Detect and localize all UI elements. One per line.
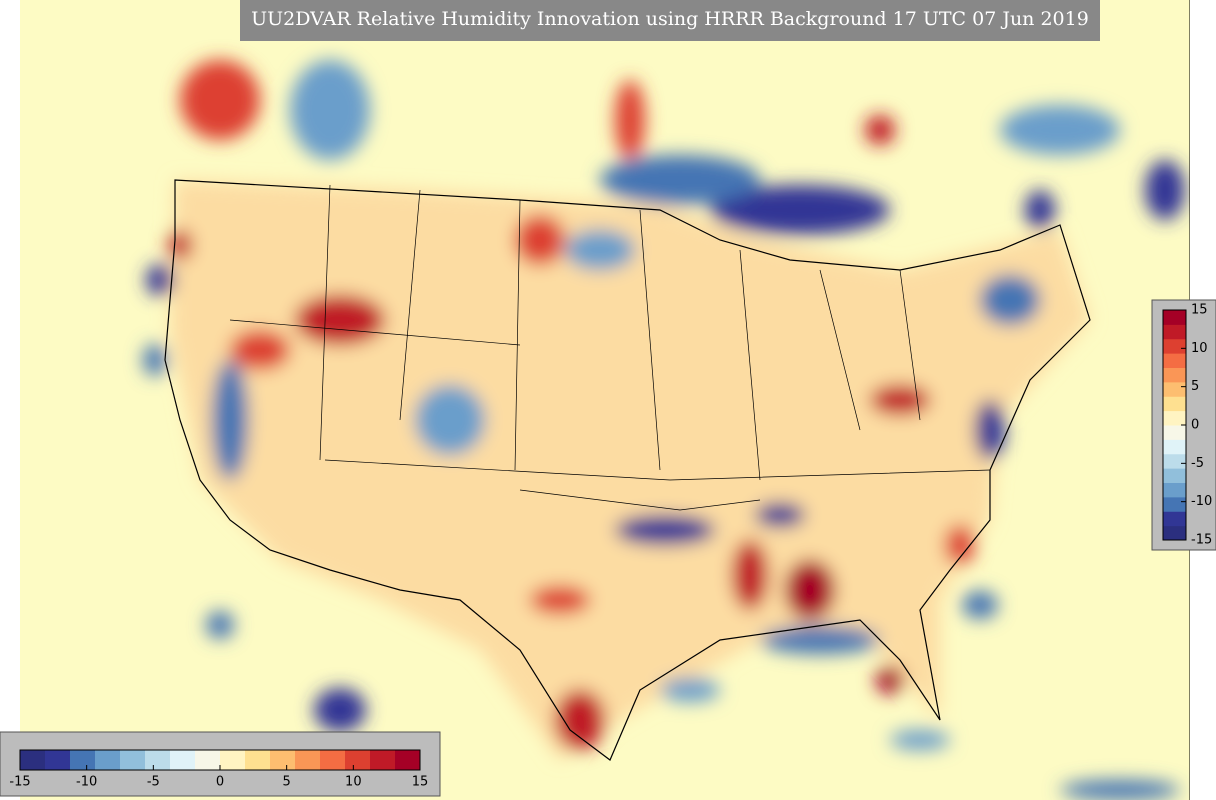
colorbar-tick-label: 15 [412,775,429,790]
colorbar-swatch [270,750,296,770]
humidity-blob [755,503,805,527]
humidity-blob [180,60,260,140]
colorbar-swatch [195,750,221,770]
humidity-blob [1060,780,1180,800]
humidity-blob [785,560,835,620]
colorbar-swatch [1163,439,1186,455]
colorbar-swatch [295,750,321,770]
humidity-blob [660,678,720,702]
colorbar-swatch [1163,381,1186,397]
colorbar-swatch [1163,310,1186,325]
humidity-blob [295,295,385,345]
map [20,0,1190,800]
humidity-blob [555,690,605,750]
humidity-blob [146,264,174,296]
colorbar-swatch [245,750,271,770]
colorbar-tick-label: 0 [216,775,224,790]
colorbar-swatch [170,750,196,770]
colorbar-swatch [1163,511,1186,527]
humidity-blob [530,586,590,614]
colorbar-tick-label: 15 [1191,303,1208,318]
colorbar-swatch [70,750,96,770]
colorbar-swatch [1163,468,1186,483]
humidity-blob [870,385,930,415]
humidity-blob [143,344,167,376]
colorbar-swatch [1163,482,1186,498]
colorbar-swatch [370,750,396,770]
colorbar-swatch [220,750,246,770]
colorbar-swatch [395,750,421,770]
colorbar-tick-label: -15 [1191,533,1212,548]
humidity-blob [1000,105,1120,155]
humidity-blob [890,730,950,750]
colorbar-swatch [1163,338,1186,354]
humidity-blob [732,540,768,610]
humidity-blob [1145,160,1185,220]
humidity-blob [945,525,975,565]
colorbar-swatch [1163,353,1186,368]
colorbar-swatch [1163,525,1186,541]
humidity-blob [515,215,565,265]
humidity-blob [290,60,370,160]
coastline [164,179,1091,761]
humidity-blob [760,626,880,654]
colorbar-swatch [45,750,71,770]
land-field [170,180,1090,760]
humidity-blob [980,275,1040,325]
humidity-blob [206,611,234,639]
colorbar-swatch [1163,425,1186,440]
colorbar-swatch [1163,453,1186,469]
state-borders [229,184,991,511]
humidity-blob [962,591,998,619]
colorbar-tick-label: 0 [1191,418,1199,433]
humidity-blob [876,666,904,694]
colorbar-swatch [320,750,346,770]
humidity-blob [600,155,760,205]
colorbar-swatch [345,750,371,770]
humidity-blob [415,385,485,455]
right-colorbar: -15 -10 -5 0 5 10 15 [1162,303,1212,548]
colorbar-swatch [1163,324,1186,340]
colorbar-swatch [1163,367,1186,383]
map-title: UU2DVAR Relative Humidity Innovation usi… [251,8,1089,30]
colorbar-tick-label: -10 [1191,494,1212,509]
colorbar-tick-label: -5 [1191,456,1204,471]
colorbar-tick-label: -15 [9,775,30,790]
humidity-blob [615,80,645,160]
title-box [240,0,1100,41]
humidity-field [143,60,1185,800]
colorbar-tick-label: 10 [1191,341,1208,356]
colorbar-swatch [1163,496,1186,512]
colorbar-tick-label: 10 [345,775,362,790]
humidity-blob [565,230,635,270]
colorbar-swatch [120,750,146,770]
colorbar-tick-label: -10 [76,775,97,790]
humidity-blob [975,400,1005,460]
humidity-blob [865,115,895,145]
colorbar-tick-label: 5 [1191,379,1199,394]
colorbar-swatch [95,750,121,770]
colorbar-swatch [145,750,171,770]
humidity-blob [1025,190,1055,230]
colorbar-tick-label: 5 [283,775,291,790]
humidity-blob [615,515,715,545]
humidity-blob [710,185,890,235]
colorbar-swatch [1163,410,1186,426]
colorbar-swatch [20,750,46,770]
colorbar-swatch [1163,396,1186,412]
colorbar-tick-label: -5 [147,775,160,790]
humidity-blob [168,230,192,260]
humidity-blob [314,688,366,732]
humidity-blob [230,330,290,370]
bottom-colorbar: -15 -10 -5 0 5 10 15 [9,749,429,790]
humidity-blob [212,360,248,480]
